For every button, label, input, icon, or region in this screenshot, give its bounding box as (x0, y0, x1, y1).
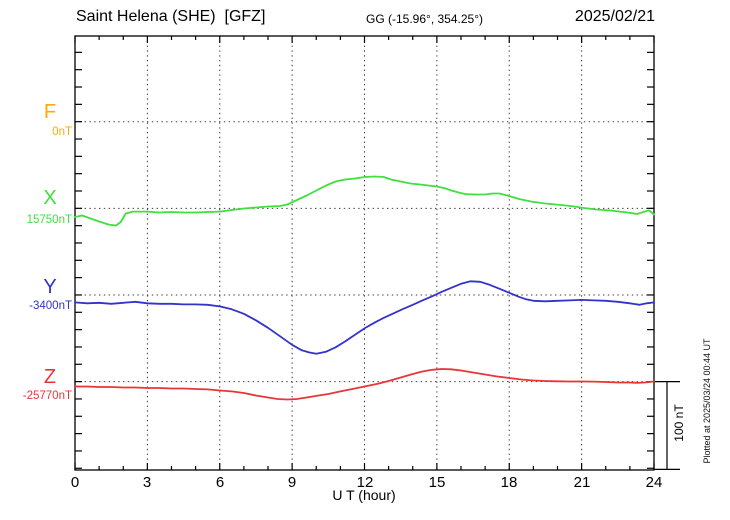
plot-date: 2025/02/21 (574, 8, 655, 25)
component-baseline-y: -3400nT (29, 300, 72, 312)
xtick-3: 3 (142, 474, 152, 491)
xtick-0: 0 (70, 474, 80, 491)
component-label-x: X (43, 187, 57, 209)
component-label-z: Z (43, 366, 57, 388)
trace-y (74, 280, 655, 355)
xtick-12: 12 (356, 474, 374, 491)
geographic-coordinates: GG (-15.96°, 354.25°) (366, 12, 483, 26)
trace-z (74, 368, 655, 401)
xtick-6: 6 (215, 474, 225, 491)
component-baseline-f: 0nT (52, 126, 72, 138)
scale-bar-label: 100 nT (672, 404, 686, 442)
component-label-f: F (43, 101, 57, 123)
xtick-9: 9 (287, 474, 297, 491)
component-baseline-x: 15750nT (26, 214, 72, 226)
component-baseline-z: -25770nT (22, 390, 72, 402)
station-title: Saint Helena (SHE) [GFZ] (76, 8, 266, 25)
x-axis-label: U T (hour) (332, 487, 396, 503)
component-label-y: Y (43, 276, 57, 298)
xtick-24: 24 (645, 474, 663, 491)
xtick-15: 15 (428, 474, 446, 491)
xtick-21: 21 (573, 474, 591, 491)
trace-x (74, 175, 655, 227)
xtick-18: 18 (500, 474, 518, 491)
plotted-at-note: Plotted at 2025/03/24 00:44 UT (702, 338, 712, 464)
